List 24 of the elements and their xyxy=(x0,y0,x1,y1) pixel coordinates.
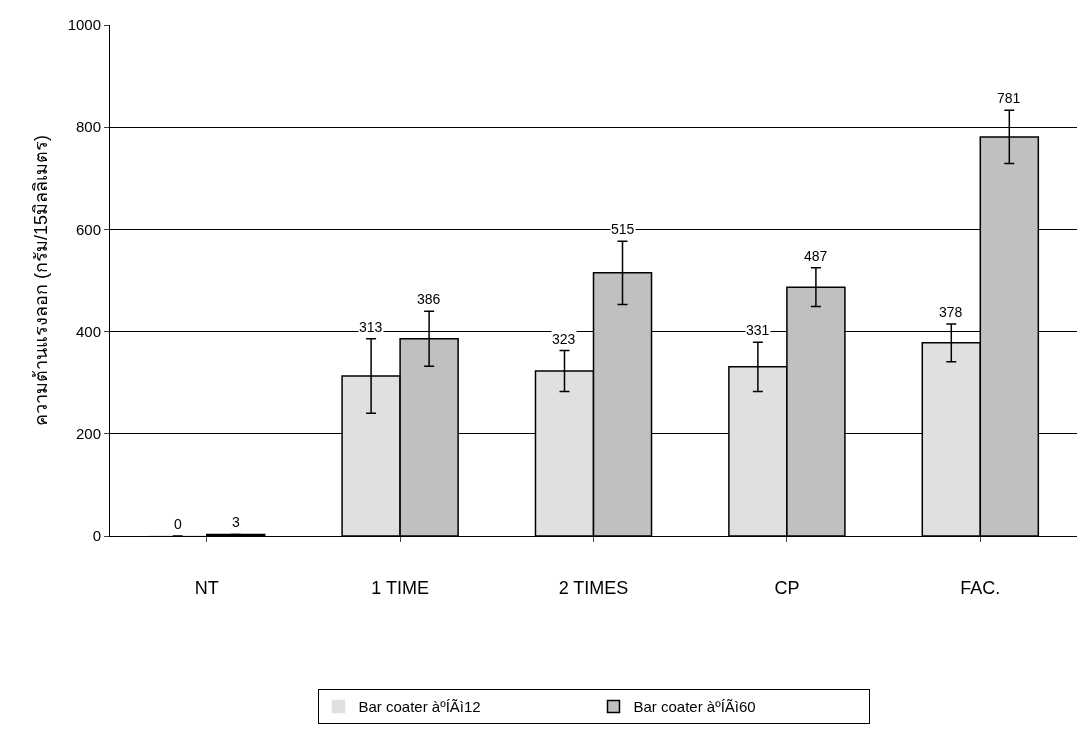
y-tick-label: 400 xyxy=(75,322,101,340)
data-label: 3 xyxy=(232,514,240,530)
data-label: 331 xyxy=(746,322,770,338)
y-tick-label: 1000 xyxy=(67,16,101,34)
x-tick-label: 2 TIMES xyxy=(558,577,629,598)
data-label: 313 xyxy=(359,319,383,335)
y-tick-label: 0 xyxy=(92,527,101,545)
y-tick-label: 200 xyxy=(75,425,101,443)
data-label: 781 xyxy=(997,90,1021,106)
y-axis-title: ความต้านแรงลอก (กรัม/15มิลลิเมตร) xyxy=(30,134,51,427)
y-tick-label: 800 xyxy=(75,118,101,136)
x-tick-label: 1 TIME xyxy=(371,577,429,598)
data-label: 378 xyxy=(939,304,963,320)
data-label: 323 xyxy=(552,331,576,347)
x-tick-label: FAC. xyxy=(960,577,1001,598)
x-tick-label: NT xyxy=(194,577,219,598)
legend-label: Bar coater àºÍÃì12 xyxy=(358,698,481,716)
legend-label: Bar coater àºÍÃì60 xyxy=(633,698,756,716)
data-label: 386 xyxy=(417,291,441,307)
y-tick-label: 600 xyxy=(75,220,101,238)
data-label: 0 xyxy=(174,516,182,532)
data-label: 515 xyxy=(611,221,635,237)
data-label: 487 xyxy=(804,248,828,264)
x-tick-label: CP xyxy=(774,577,800,598)
